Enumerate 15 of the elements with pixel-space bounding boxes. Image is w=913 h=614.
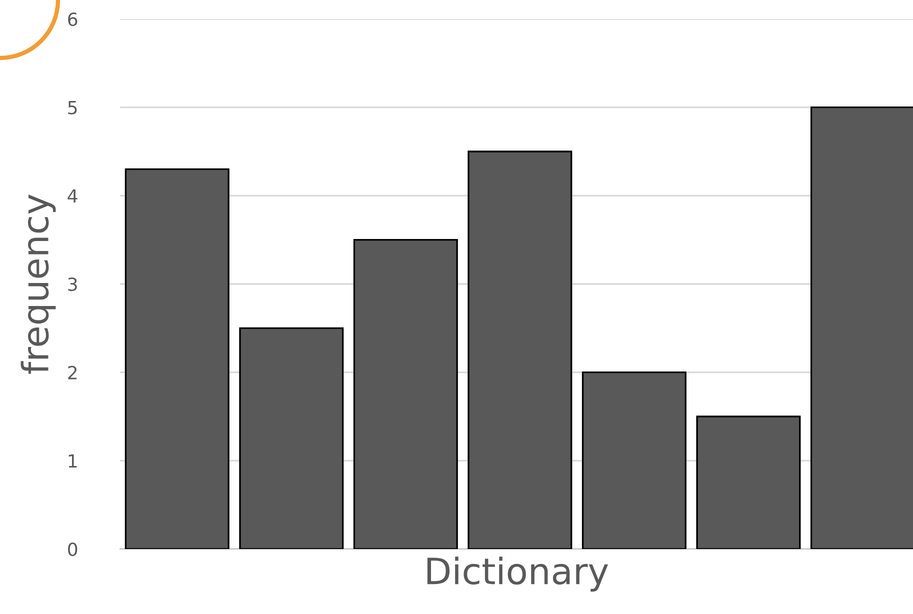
- bar: [582, 372, 686, 549]
- bar: [239, 327, 344, 549]
- bar: [468, 150, 572, 549]
- bar: [696, 416, 801, 549]
- x-axis-title: Dictionary: [427, 556, 608, 592]
- y-tick-label: 3: [68, 277, 77, 292]
- y-tick-label: 4: [68, 189, 78, 203]
- y-tick-label: 0: [68, 542, 78, 556]
- y-tick-label: 2: [68, 366, 77, 380]
- y-tick-label: 1: [68, 454, 77, 468]
- y-axis-title: frequency: [20, 194, 56, 374]
- y-tick-label: 5: [68, 101, 77, 114]
- bar: [353, 239, 458, 549]
- bar: [124, 168, 230, 549]
- y-tick-label: 6: [68, 12, 78, 26]
